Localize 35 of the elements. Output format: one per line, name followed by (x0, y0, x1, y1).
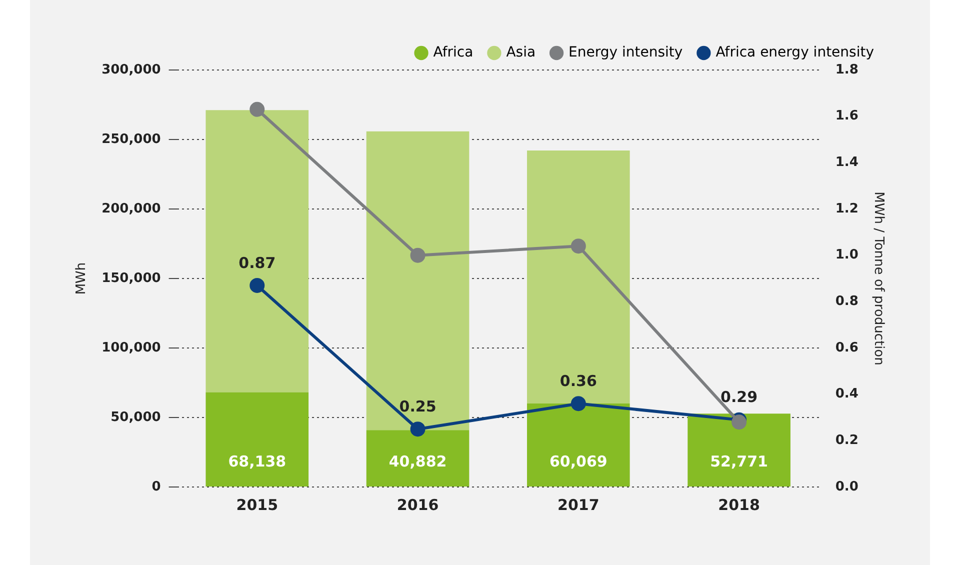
y-tick-label: 150,000 (102, 270, 161, 286)
data-label: 0.87 (238, 254, 276, 272)
y2-tick-label: 1.0 (835, 248, 858, 263)
y2-tick-label: 1.8 (835, 62, 858, 78)
legend-label: Asia (506, 44, 536, 61)
y-tick-label: 300,000 (102, 62, 161, 78)
y2-tick-label: 1.6 (835, 108, 858, 124)
x-tick-label: 2015 (236, 496, 278, 514)
y2-tick-label: 0.6 (835, 340, 858, 356)
y2-tick-label: 0.4 (835, 386, 858, 402)
data-label: 52,771 (710, 452, 768, 470)
legend-label: Africa energy intensity (716, 44, 874, 61)
legend-label: Africa (433, 44, 474, 61)
y-tick-label: 250,000 (102, 132, 161, 147)
y-axis-title: MWh (74, 262, 90, 295)
y2-axis-title: MWh / Tonne of production (870, 192, 886, 366)
y2-tick-label: 0.0 (835, 479, 858, 494)
y-tick-label: 100,000 (102, 340, 161, 356)
y2-tick-label: 1.4 (835, 155, 858, 170)
data-label: 68,138 (228, 452, 286, 470)
data-label: 60,069 (549, 452, 608, 470)
legend-label: Energy intensity (568, 44, 683, 61)
y2-tick-label: 0.2 (835, 433, 858, 448)
x-tick-label: 2018 (718, 496, 760, 514)
y2-tick-label: 0.8 (835, 294, 858, 310)
data-label: 0.25 (399, 397, 436, 416)
x-tick-label: 2016 (396, 496, 439, 514)
x-tick-label: 2017 (558, 496, 600, 514)
y-tick-label: 50,000 (110, 410, 161, 425)
data-label: 0.36 (560, 372, 597, 390)
y-tick-label: 200,000 (102, 201, 161, 216)
y-tick-label: 0 (152, 479, 161, 494)
y2-tick-label: 1.2 (835, 201, 858, 216)
data-label: 0.29 (720, 388, 758, 406)
data-label: 40,882 (388, 452, 447, 470)
